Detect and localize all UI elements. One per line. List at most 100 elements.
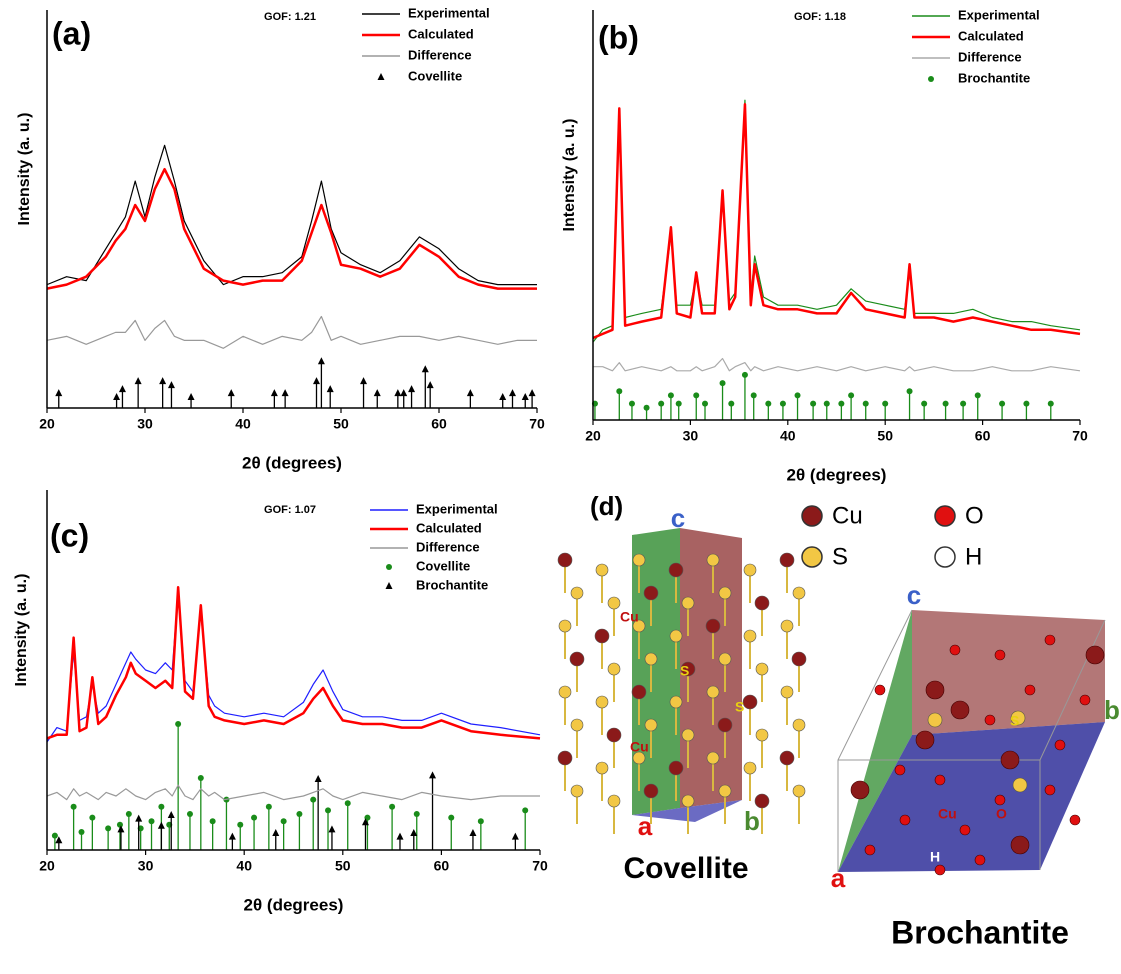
atom xyxy=(706,685,720,699)
reference-marker xyxy=(413,811,420,817)
reference-marker xyxy=(159,377,167,385)
series-line xyxy=(593,357,1081,372)
structure-name: Covellite xyxy=(623,852,748,885)
x-tick-label: 60 xyxy=(975,428,991,444)
atom xyxy=(925,680,945,700)
atom xyxy=(632,619,646,633)
atom xyxy=(780,685,794,699)
atom xyxy=(915,730,935,750)
atom xyxy=(570,586,584,600)
reference-marker xyxy=(272,829,280,836)
atom xyxy=(557,750,573,766)
reference-marker xyxy=(209,818,216,825)
reference-marker xyxy=(728,400,735,407)
panel-label: (d) xyxy=(590,491,623,521)
legend-atom xyxy=(934,505,956,527)
legend-marker xyxy=(386,564,392,570)
atom xyxy=(681,794,695,808)
reference-marker xyxy=(325,807,332,814)
atom xyxy=(894,764,906,776)
atom xyxy=(557,552,573,568)
series-line xyxy=(46,315,537,349)
reference-marker xyxy=(750,392,757,399)
reference-marker xyxy=(719,380,726,387)
legend-label: Difference xyxy=(958,49,1022,64)
legend-label: Brochantite xyxy=(416,577,488,592)
reference-marker xyxy=(658,400,665,407)
reference-marker xyxy=(270,389,278,397)
atom xyxy=(607,794,621,808)
legend-atom-label: Cu xyxy=(832,502,863,529)
atom xyxy=(1044,784,1056,796)
reference-marker xyxy=(667,392,674,399)
reference-marker xyxy=(906,388,913,395)
reference-marker xyxy=(394,389,402,397)
reference-marker xyxy=(528,389,536,397)
reference-marker xyxy=(477,818,484,825)
reference-marker xyxy=(974,392,981,399)
reference-marker xyxy=(408,385,416,393)
x-tick-label: 30 xyxy=(683,428,699,444)
reference-marker xyxy=(125,811,132,817)
legend-marker xyxy=(377,73,385,80)
reference-marker xyxy=(281,389,289,397)
atom xyxy=(743,563,757,577)
reference-marker xyxy=(675,400,682,407)
reference-marker xyxy=(509,389,516,397)
x-tick-label: 50 xyxy=(877,428,893,444)
atom xyxy=(984,714,996,726)
reference-marker xyxy=(113,393,121,401)
legend-label: Difference xyxy=(408,47,472,62)
atom xyxy=(950,700,970,720)
legend-label: Covellite xyxy=(416,558,470,573)
reference-marker xyxy=(55,836,63,844)
reference-marker xyxy=(616,388,623,395)
x-tick-label: 50 xyxy=(335,858,351,874)
reference-marker xyxy=(426,381,434,389)
structure-name: Brochantite xyxy=(891,914,1069,950)
reference-marker xyxy=(765,400,772,407)
atom xyxy=(959,824,971,836)
axis-label: a xyxy=(638,811,653,841)
reference-marker xyxy=(328,825,336,833)
atom xyxy=(669,695,683,709)
atom xyxy=(949,644,961,656)
reference-marker xyxy=(643,404,650,411)
legend-label: Covellite xyxy=(408,68,462,83)
reference-marker xyxy=(921,400,928,407)
x-tick-label: 40 xyxy=(236,858,252,874)
x-tick-label: 30 xyxy=(137,416,153,432)
legend-label: Calculated xyxy=(408,26,474,41)
legend-atom xyxy=(801,505,823,527)
atom xyxy=(570,718,584,732)
reference-marker xyxy=(499,393,507,401)
reference-marker xyxy=(810,400,817,407)
reference-marker xyxy=(373,389,381,397)
reference-marker xyxy=(741,371,748,378)
legend-label: Calculated xyxy=(416,520,482,535)
atom xyxy=(755,662,769,676)
legend-atom xyxy=(801,546,823,568)
reference-marker xyxy=(157,821,165,829)
reference-marker xyxy=(999,400,1006,407)
axis-label: b xyxy=(1104,695,1120,725)
atom xyxy=(791,651,807,667)
atom xyxy=(570,784,584,798)
panel-label: (c) xyxy=(50,517,89,553)
atom xyxy=(1085,645,1105,665)
x-tick-label: 20 xyxy=(585,428,601,444)
reference-marker xyxy=(167,381,175,389)
panel-label: (a) xyxy=(52,15,91,51)
legend-atom-label: O xyxy=(965,502,984,529)
atom xyxy=(754,793,770,809)
reference-marker xyxy=(960,400,967,407)
annotation: GOF: 1.18 xyxy=(794,11,846,23)
atom xyxy=(755,728,769,742)
atom xyxy=(743,629,757,643)
reference-marker xyxy=(265,803,272,810)
legend-atom-label: H xyxy=(965,543,982,570)
atom xyxy=(718,784,732,798)
reference-marker xyxy=(70,803,77,810)
